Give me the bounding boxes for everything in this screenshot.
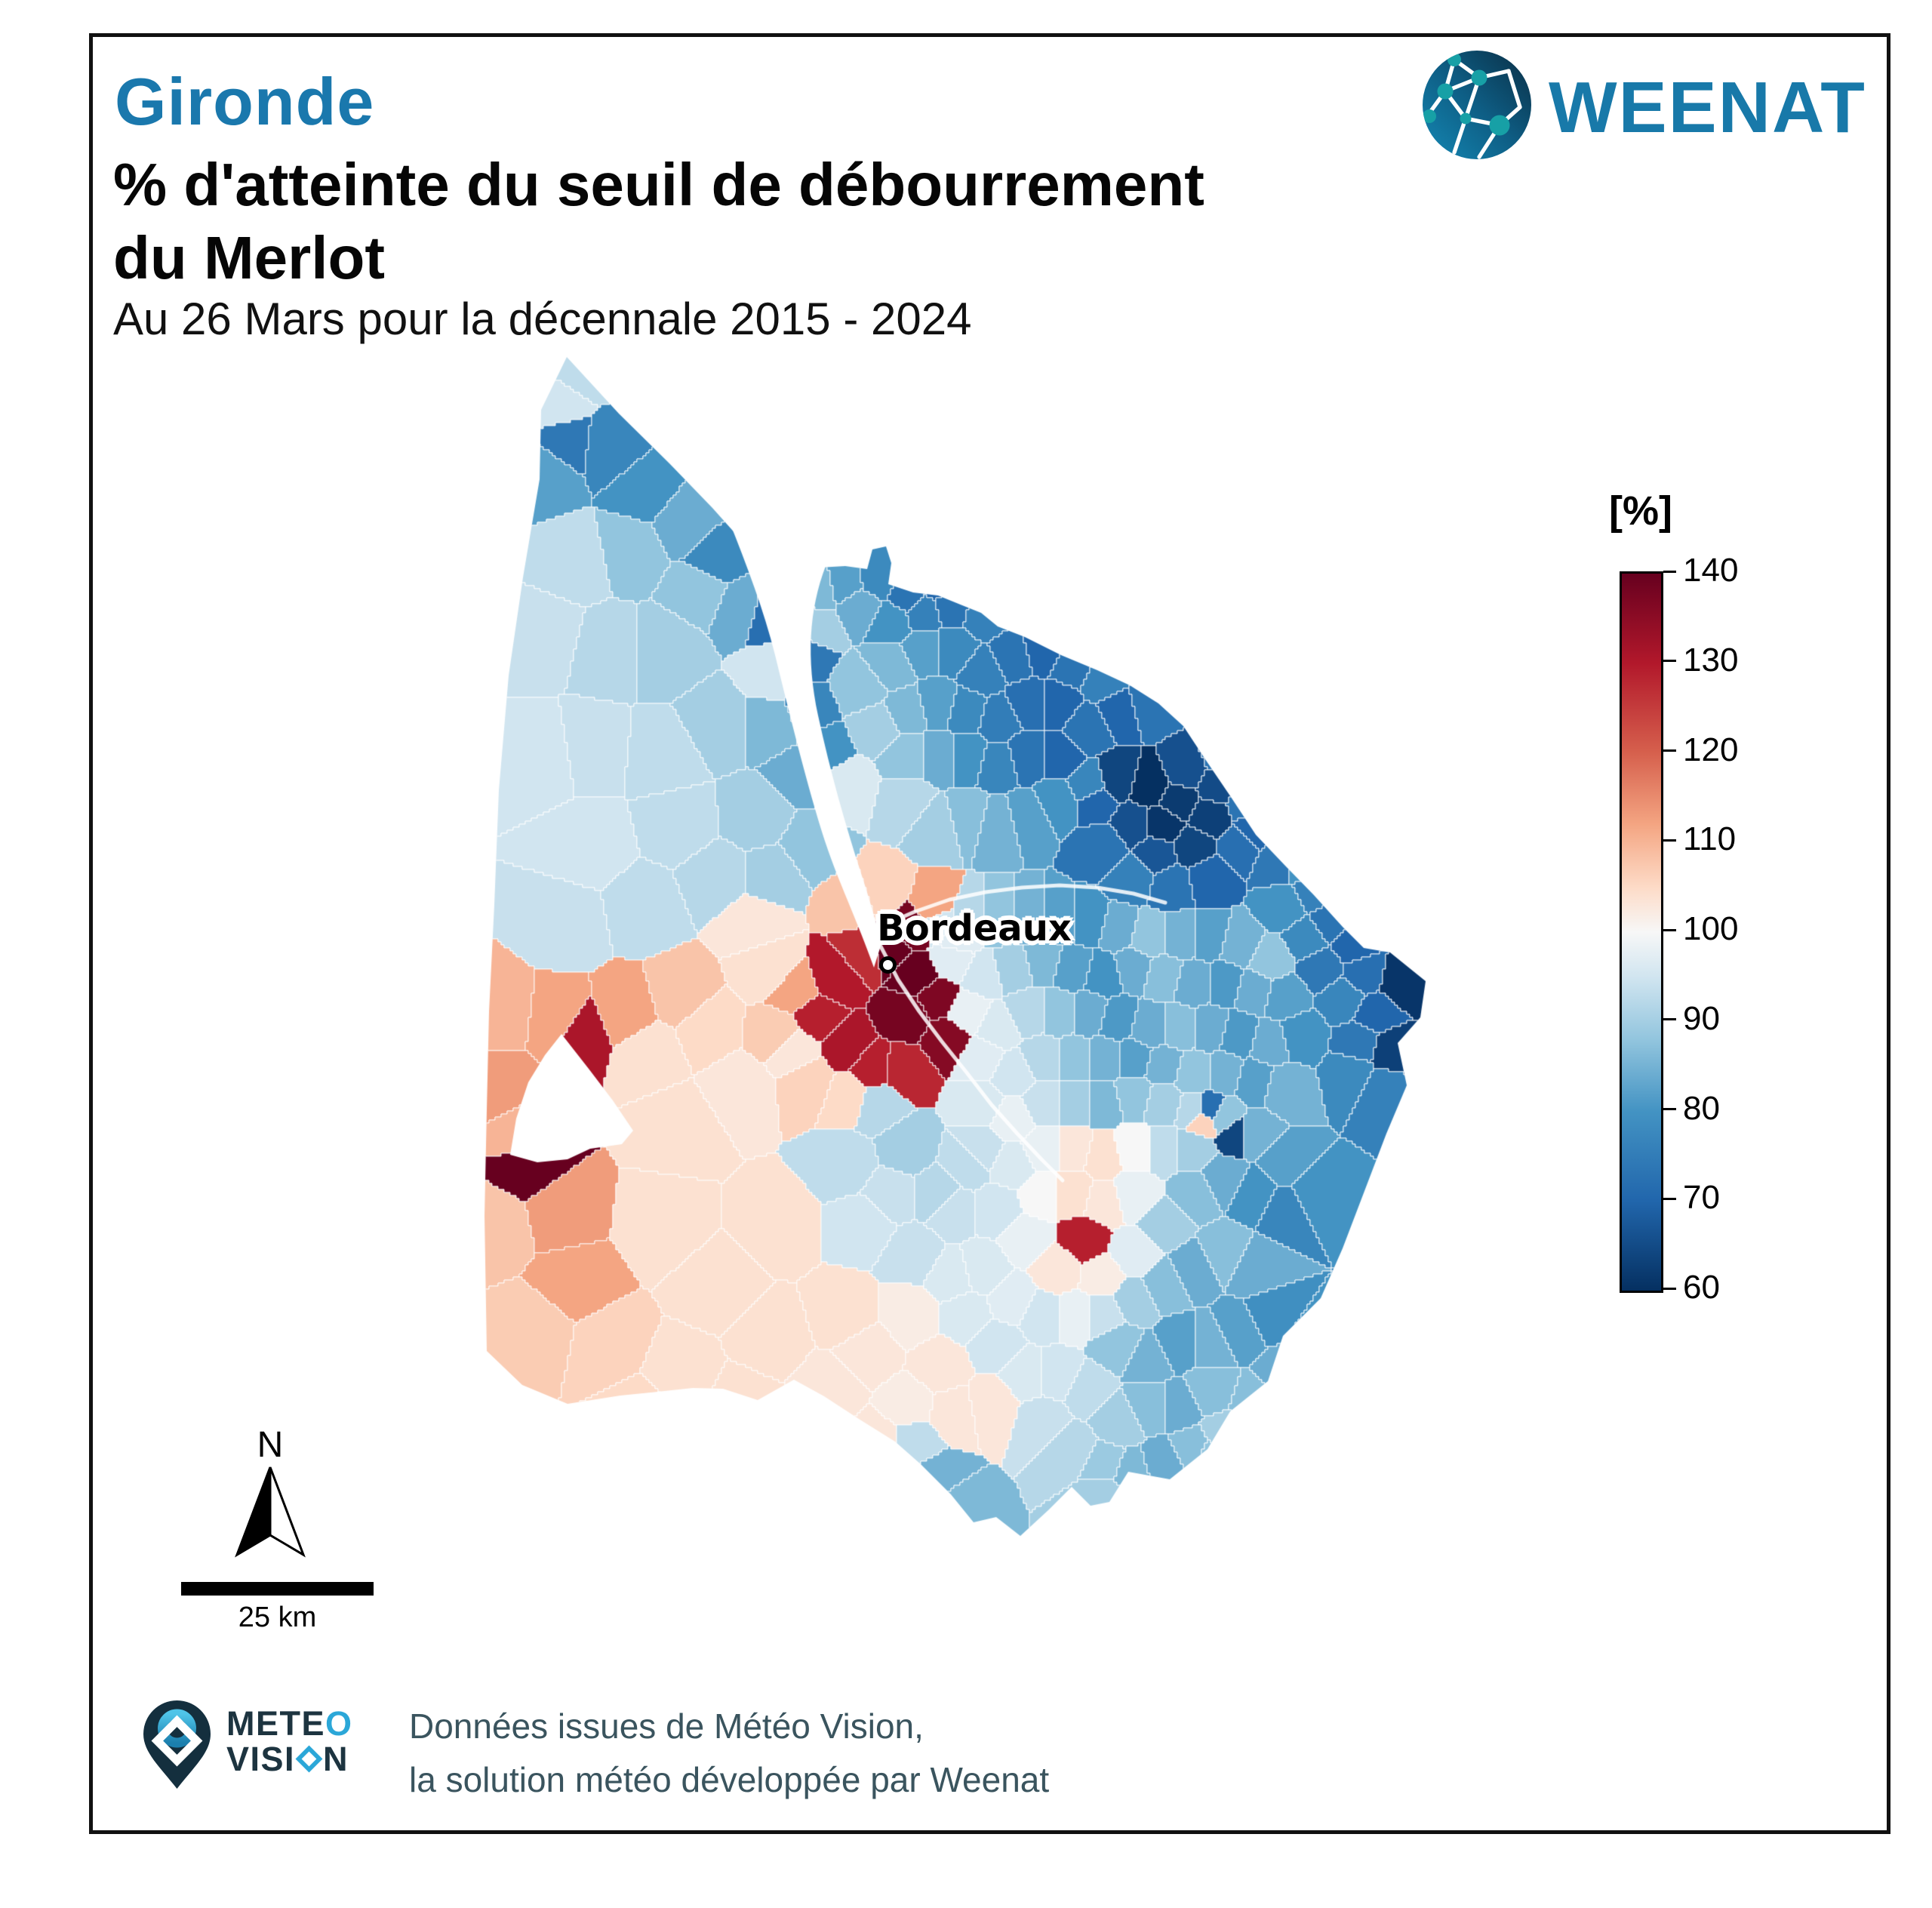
scale-bar-label: 25 km (238, 1602, 317, 1633)
city-label-bordeaux: Bordeaux (877, 907, 1072, 949)
scale-bar (181, 1582, 374, 1596)
vision-diamond-icon (295, 1745, 323, 1773)
gironde-choropleth-map (453, 332, 1479, 1585)
credit-line2: la solution météo développée par Weenat (409, 1760, 1050, 1799)
meteo-vision-line1: METEO (226, 1704, 353, 1743)
data-credit: Données issues de Météo Vision, la solut… (409, 1700, 1049, 1807)
meteo-vision-wordmark: METEO VISI N (226, 1706, 353, 1777)
map-title: % d'atteinte du seuil de débourrement du… (113, 148, 1547, 294)
map-title-line1: % d'atteinte du seuil de débourrement (113, 151, 1204, 218)
credit-line1: Données issues de Météo Vision, (409, 1706, 924, 1746)
colorbar-gradient (1620, 571, 1663, 1293)
map-title-line2: du Merlot (113, 224, 385, 291)
meteo-vision-pin-icon (143, 1700, 211, 1789)
north-arrow-icon: N (235, 1425, 306, 1558)
colorbar-unit-label: [%] (1609, 488, 1672, 534)
city-marker-bordeaux (879, 956, 897, 974)
meteo-vision-line2: VISI N (226, 1740, 349, 1778)
weenat-globe-icon (1423, 51, 1531, 159)
north-label: N (257, 1425, 284, 1465)
weenat-wordmark: WEENAT (1549, 67, 1866, 148)
page-title: Gironde (115, 64, 375, 139)
